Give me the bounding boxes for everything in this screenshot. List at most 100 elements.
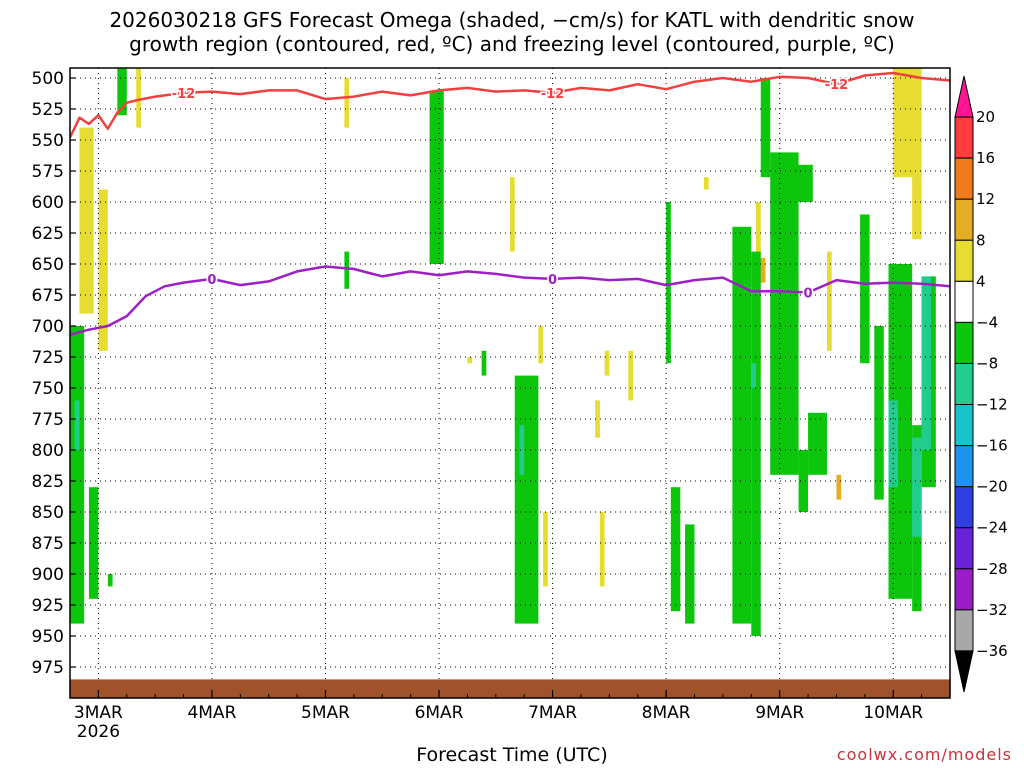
- colorbar-label: −4: [976, 313, 998, 331]
- contour-line-0: [70, 71, 950, 139]
- colorbar-swatch: [954, 486, 974, 529]
- shade-cell: [604, 350, 610, 376]
- x-tick-label: 4MAR: [187, 703, 236, 723]
- shade-cell: [670, 487, 681, 612]
- contour-label: 0: [548, 273, 557, 288]
- colorbar-swatch: [954, 239, 974, 282]
- y-tick-label: 900: [32, 565, 64, 585]
- shade-cell: [88, 487, 99, 599]
- shade-cell: [467, 357, 473, 364]
- shade-cell: [703, 177, 709, 190]
- shade-cell: [74, 400, 80, 450]
- y-tick-label: 825: [32, 472, 64, 492]
- shade-cell: [79, 127, 94, 314]
- x-tick-label: 10MAR: [863, 703, 923, 723]
- colorbar-label: −16: [976, 437, 1008, 455]
- terrain-fill: [70, 679, 950, 698]
- colorbar-cap-bottom: [954, 650, 974, 693]
- shade-cell: [874, 326, 884, 500]
- shade-cell: [860, 214, 870, 364]
- omega-shading: [70, 68, 936, 636]
- y-tick-label: 500: [32, 69, 64, 89]
- shade-cell: [117, 68, 127, 116]
- terrain-strip: [70, 679, 950, 698]
- colorbar-swatch: [954, 280, 974, 323]
- colorbar-swatch: [954, 362, 974, 406]
- colorbar-label: −20: [976, 478, 1008, 496]
- y-tick-label: 550: [32, 131, 64, 151]
- contour-label: 0: [207, 273, 216, 288]
- x-tick-label: 9MAR: [755, 703, 804, 723]
- contour-label: -12: [825, 78, 849, 93]
- shade-cell: [70, 326, 85, 624]
- y-tick-label: 975: [32, 658, 64, 678]
- shade-cell: [666, 202, 671, 364]
- shade-cell: [543, 512, 548, 587]
- y-tick-label: 650: [32, 255, 64, 275]
- colorbar-label: 8: [976, 231, 986, 249]
- colorbar-label: 20: [976, 108, 995, 126]
- shade-cell: [595, 400, 600, 438]
- shade-cell: [344, 78, 350, 128]
- x-tick-label: 7MAR: [528, 703, 577, 723]
- y-tick-label: 600: [32, 193, 64, 213]
- shade-cell: [888, 264, 913, 599]
- shade-cell: [826, 251, 832, 351]
- colorbar-label: −36: [976, 642, 1008, 660]
- y-tick-label: 950: [32, 627, 64, 647]
- credit-link[interactable]: coolwx.com/models: [836, 745, 1012, 764]
- colorbar-swatch: [954, 198, 974, 241]
- shade-cell: [599, 512, 605, 587]
- x-tick-label: 5MAR: [301, 703, 350, 723]
- shade-cell: [760, 78, 771, 178]
- y-tick-label: 750: [32, 379, 64, 399]
- colorbar-swatch: [954, 527, 974, 570]
- grid-lines: [70, 68, 950, 698]
- chart-title: 2026030218 GFS Forecast Omega (shaded, −…: [0, 8, 1024, 56]
- shade-cell: [481, 350, 487, 376]
- y-tick-label: 625: [32, 224, 64, 244]
- colorbar-label: −24: [976, 519, 1008, 537]
- colorbar-label: −32: [976, 601, 1008, 619]
- y-tick-label: 775: [32, 410, 64, 430]
- colorbar-label: 4: [976, 272, 986, 290]
- y-tick-label: 700: [32, 317, 64, 337]
- shade-cell: [751, 363, 757, 388]
- colorbar-swatch: [954, 445, 974, 488]
- shade-cell: [538, 326, 544, 364]
- colorbar-swatch: [954, 568, 974, 611]
- shade-cell: [685, 524, 695, 624]
- shade-cell: [770, 152, 799, 475]
- colorbar-swatch: [954, 609, 974, 652]
- shade-cell: [107, 574, 113, 587]
- shade-cell: [429, 90, 444, 265]
- x-tick-label: 6MAR: [415, 703, 464, 723]
- shade-cell: [793, 164, 813, 202]
- x-tick-year: 2026: [77, 722, 120, 742]
- colorbar-swatch: [954, 157, 974, 200]
- shade-cell: [519, 425, 525, 475]
- plot-frame: [69, 67, 951, 699]
- chart-title-line2: growth region (contoured, red, ºC) and f…: [129, 32, 895, 56]
- y-tick-label: 575: [32, 162, 64, 182]
- contour-label: 0: [804, 287, 813, 302]
- colorbar-swatch: [954, 404, 974, 447]
- x-tick-label: 8MAR: [642, 703, 691, 723]
- y-tick-label: 925: [32, 596, 64, 616]
- shade-cell: [921, 276, 932, 450]
- y-tick-label: 850: [32, 503, 64, 523]
- shade-band-2: [70, 68, 936, 636]
- shade-cell: [798, 450, 809, 512]
- colorbar-label: 16: [976, 149, 995, 167]
- shade-cell: [344, 251, 350, 289]
- shade-cell: [893, 68, 922, 178]
- contour-line-1: [70, 265, 950, 336]
- colorbar-label: −12: [976, 396, 1008, 414]
- colorbar-label: −28: [976, 560, 1008, 578]
- shade-cell: [732, 226, 752, 624]
- chart-title-line1: 2026030218 GFS Forecast Omega (shaded, −…: [109, 8, 915, 32]
- colorbar-label: 12: [976, 190, 995, 208]
- shade-cell: [98, 189, 108, 351]
